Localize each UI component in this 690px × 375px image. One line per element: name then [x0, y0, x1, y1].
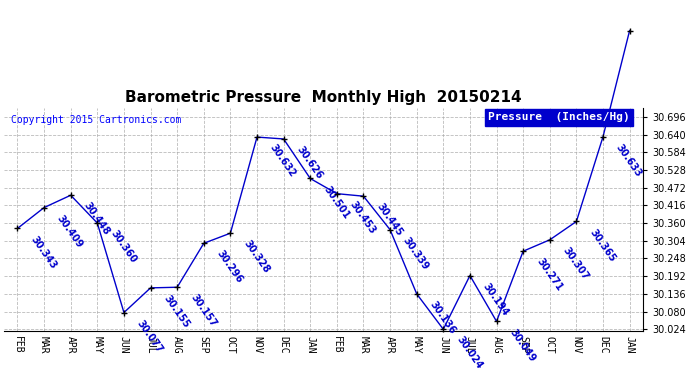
- Text: 30.049: 30.049: [508, 327, 538, 363]
- Text: 30.136: 30.136: [428, 299, 457, 336]
- Text: 30.409: 30.409: [55, 213, 85, 250]
- Text: 30.024: 30.024: [455, 335, 484, 371]
- Text: 30.453: 30.453: [348, 199, 377, 236]
- Text: 30.445: 30.445: [375, 202, 404, 238]
- Text: 30.194: 30.194: [481, 281, 511, 318]
- Text: 30.501: 30.501: [322, 184, 351, 220]
- Text: 30.157: 30.157: [188, 293, 218, 329]
- Text: 30.307: 30.307: [561, 245, 591, 282]
- Text: 30.339: 30.339: [401, 235, 431, 272]
- Text: 30.343: 30.343: [28, 234, 58, 270]
- Text: 30.328: 30.328: [241, 239, 271, 275]
- Text: 30.448: 30.448: [82, 201, 112, 237]
- Title: Barometric Pressure  Monthly High  20150214: Barometric Pressure Monthly High 2015021…: [126, 90, 522, 105]
- Text: Pressure  (Inches/Hg): Pressure (Inches/Hg): [489, 112, 630, 123]
- Text: 30.626: 30.626: [295, 144, 324, 181]
- Text: 30.077: 30.077: [135, 318, 165, 354]
- Text: Copyright 2015 Cartronics.com: Copyright 2015 Cartronics.com: [10, 115, 181, 125]
- Text: 30.271: 30.271: [534, 257, 564, 293]
- Text: 30.296: 30.296: [215, 249, 244, 285]
- Text: 30.969: 30.969: [0, 374, 1, 375]
- Text: 30.632: 30.632: [268, 142, 298, 179]
- Text: 30.155: 30.155: [161, 293, 191, 330]
- Text: 30.365: 30.365: [587, 227, 617, 264]
- Text: 30.633: 30.633: [614, 142, 644, 179]
- Text: 30.360: 30.360: [108, 229, 138, 265]
